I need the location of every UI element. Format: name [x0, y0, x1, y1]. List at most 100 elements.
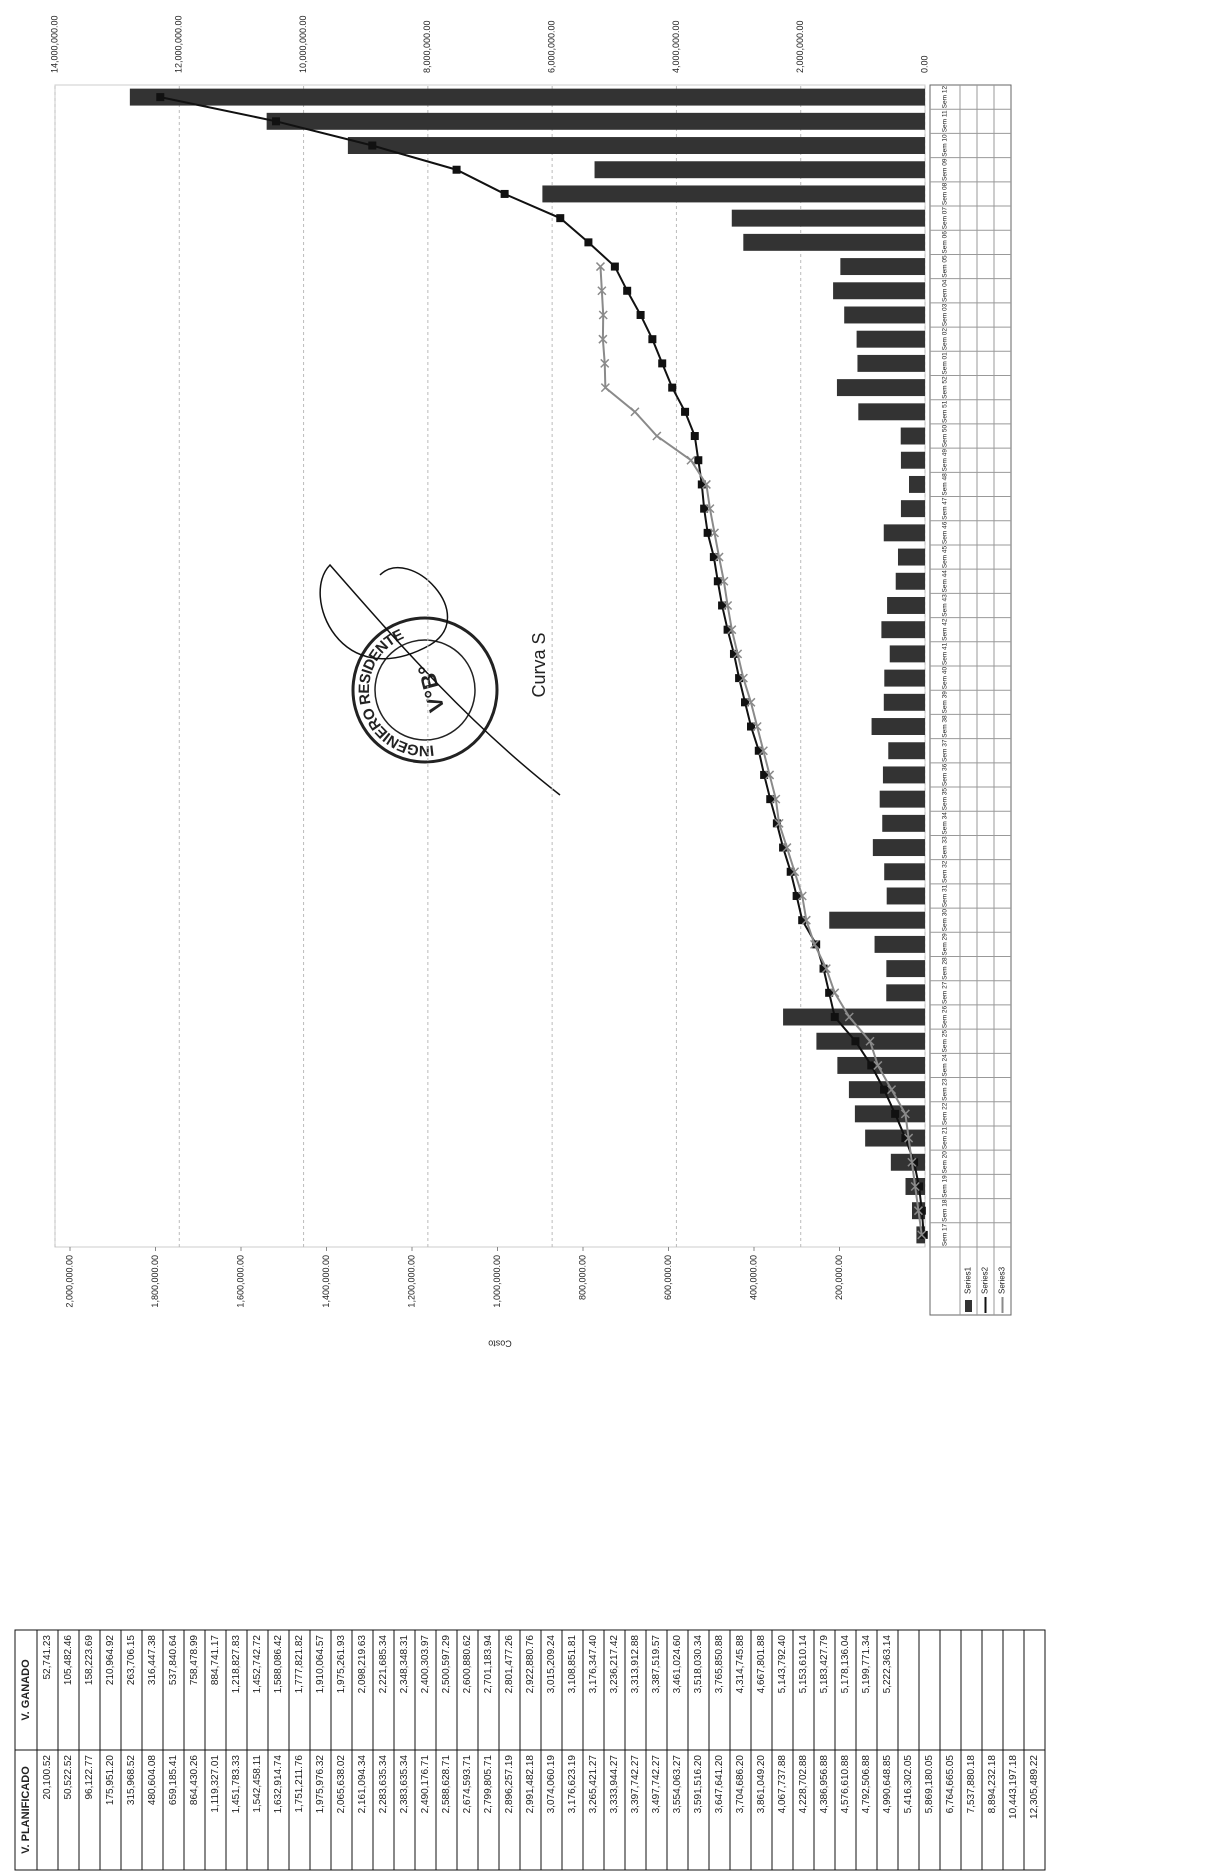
bar: [858, 403, 925, 421]
point: [584, 238, 593, 247]
category-label: Sem 05: [942, 255, 949, 278]
bar: [881, 621, 926, 639]
table-value: 1,119,327.01: [210, 1755, 221, 1813]
point: [865, 1036, 875, 1046]
bar: [871, 718, 925, 735]
y-tick-label: 800,000.00: [577, 1255, 587, 1300]
category-label: Sem 09: [942, 158, 949, 181]
bar: [882, 766, 926, 784]
table-value: 3,647,641.20: [714, 1755, 725, 1814]
point: [900, 1109, 910, 1119]
category-label: Sem 39: [942, 691, 949, 714]
table-value: 659,185.41: [168, 1755, 179, 1805]
point: [600, 358, 610, 368]
point: [705, 504, 715, 514]
bar: [129, 88, 926, 106]
y-tick-label: 1,000,000.00: [492, 1255, 502, 1308]
point: [719, 576, 729, 586]
point: [630, 407, 640, 417]
table-cell: [939, 1629, 962, 1751]
table-value: 5,178,136.04: [840, 1635, 851, 1694]
stamp-ring: [374, 639, 476, 741]
bar: [783, 1008, 925, 1026]
point: [709, 553, 718, 562]
table-value: 5,869,180.05: [924, 1755, 935, 1814]
bar: [879, 790, 925, 808]
point: [747, 722, 756, 731]
legend-key: [965, 1300, 972, 1312]
bar: [857, 354, 926, 372]
table-value: 2,400,303.97: [420, 1635, 431, 1694]
point: [668, 383, 677, 392]
table-value: 3,497,742.27: [651, 1755, 662, 1814]
bar: [836, 379, 925, 397]
category-label: Sem 12: [942, 86, 949, 109]
category-label: Sem 04: [942, 279, 949, 302]
table-value: 50,522.52: [63, 1755, 74, 1800]
category-label: Sem 02: [942, 328, 949, 351]
category-label: Sem 22: [942, 1102, 949, 1125]
table-value: 105,482.46: [63, 1635, 74, 1685]
point: [752, 721, 762, 732]
category-label: Sem 26: [942, 1005, 949, 1028]
bar: [833, 282, 926, 300]
bar: [829, 911, 925, 929]
point: [887, 1085, 897, 1095]
point: [681, 407, 690, 416]
category-label: Sem 19: [942, 1175, 949, 1198]
y-tick-label: 400,000.00: [748, 1255, 758, 1300]
category-label: Sem 10: [942, 134, 949, 157]
bar: [897, 548, 925, 566]
point: [738, 673, 748, 683]
table-value: 2,065,638.02: [336, 1755, 347, 1814]
bar: [886, 960, 926, 978]
bar: [909, 475, 925, 493]
table-value: 3,554,063.27: [672, 1755, 683, 1814]
table-value: 5,222,363.14: [882, 1635, 893, 1694]
category-label: Sem 27: [942, 981, 949, 1004]
table-value: 1,451,783.33: [231, 1755, 242, 1814]
y-tick-label: 600,000.00: [663, 1255, 673, 1300]
point: [595, 262, 605, 272]
category-label: Sem 30: [942, 909, 949, 932]
table-value: 4,228,702.88: [798, 1755, 809, 1814]
bar: [883, 524, 926, 542]
y-tick-label: 1,400,000.00: [321, 1255, 331, 1308]
category-label: Sem 31: [942, 884, 949, 907]
point: [910, 1181, 920, 1192]
table-header: V. PLANIFICADO: [20, 1766, 32, 1854]
y-tick-label: 1,800,000.00: [150, 1255, 160, 1308]
bar: [743, 233, 925, 251]
table-value: 537,840.64: [168, 1635, 179, 1685]
point: [690, 432, 699, 441]
table-value: 1,542,458.11: [252, 1755, 263, 1813]
y-tick-label: 1,600,000.00: [235, 1255, 245, 1308]
stamp-ring: [351, 616, 499, 764]
y-tick-label: 1,200,000.00: [406, 1255, 416, 1308]
table-value: 4,792,506.88: [861, 1755, 872, 1814]
table-value: 3,265,421.27: [588, 1755, 599, 1814]
table-value: 3,591,516.20: [693, 1755, 704, 1814]
category-label: Sem 34: [942, 812, 949, 835]
table-cell: [1023, 1629, 1046, 1751]
signature: [319, 563, 561, 796]
point: [746, 697, 756, 707]
category-label: Sem 23: [942, 1078, 949, 1101]
category-label: Sem 47: [942, 497, 949, 520]
table-value: 2,348,348.31: [399, 1635, 410, 1694]
table-value: 2,701,183.94: [483, 1635, 494, 1694]
point: [272, 117, 281, 126]
data-table: [929, 84, 1012, 1316]
category-label: Sem 40: [942, 667, 949, 690]
table-value: 5,153,610.14: [798, 1635, 809, 1694]
point: [765, 770, 775, 780]
table-value: 12,305,489.22: [1029, 1755, 1040, 1819]
point: [907, 1157, 917, 1167]
point: [597, 286, 607, 296]
point: [844, 1012, 854, 1022]
legend-label: Series3: [998, 1266, 1007, 1294]
point: [758, 746, 768, 756]
point: [368, 141, 377, 150]
point: [917, 1230, 927, 1240]
